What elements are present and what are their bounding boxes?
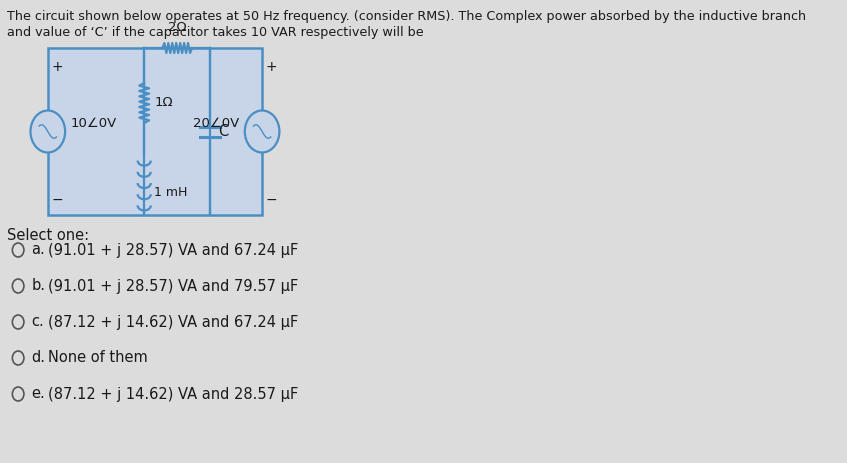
Text: None of them: None of them: [47, 350, 147, 365]
Text: (87.12 + j 14.62) VA and 28.57 μF: (87.12 + j 14.62) VA and 28.57 μF: [47, 387, 298, 401]
Text: −: −: [52, 193, 64, 207]
Text: c.: c.: [31, 314, 44, 330]
Circle shape: [13, 387, 24, 401]
Text: The circuit shown below operates at 50 Hz frequency. (consider RMS). The Complex: The circuit shown below operates at 50 H…: [7, 10, 805, 23]
Circle shape: [13, 243, 24, 257]
Text: (91.01 + j 28.57) VA and 67.24 μF: (91.01 + j 28.57) VA and 67.24 μF: [47, 243, 298, 257]
Circle shape: [13, 351, 24, 365]
Text: 10∠0V: 10∠0V: [71, 117, 117, 130]
Text: (91.01 + j 28.57) VA and 79.57 μF: (91.01 + j 28.57) VA and 79.57 μF: [47, 279, 298, 294]
Text: +: +: [52, 60, 64, 74]
Text: (87.12 + j 14.62) VA and 67.24 μF: (87.12 + j 14.62) VA and 67.24 μF: [47, 314, 298, 330]
Text: e.: e.: [31, 387, 45, 401]
Text: 20∠0V: 20∠0V: [193, 117, 239, 130]
Bar: [47, 48, 262, 215]
Bar: [47, 48, 262, 215]
Text: d.: d.: [31, 350, 46, 365]
Circle shape: [30, 111, 65, 152]
Text: Select one:: Select one:: [7, 228, 89, 243]
Text: 1Ω: 1Ω: [154, 96, 173, 110]
Text: b.: b.: [31, 279, 46, 294]
Text: −: −: [265, 193, 277, 207]
Circle shape: [13, 315, 24, 329]
Circle shape: [13, 279, 24, 293]
Text: 1 mH: 1 mH: [154, 187, 187, 200]
Text: 2Ω: 2Ω: [168, 21, 186, 34]
Text: C: C: [219, 124, 229, 139]
Text: a.: a.: [31, 243, 45, 257]
Text: and value of ‘C’ if the capacitor takes 10 VAR respectively will be: and value of ‘C’ if the capacitor takes …: [7, 26, 424, 39]
Text: +: +: [265, 60, 277, 74]
Circle shape: [245, 111, 280, 152]
